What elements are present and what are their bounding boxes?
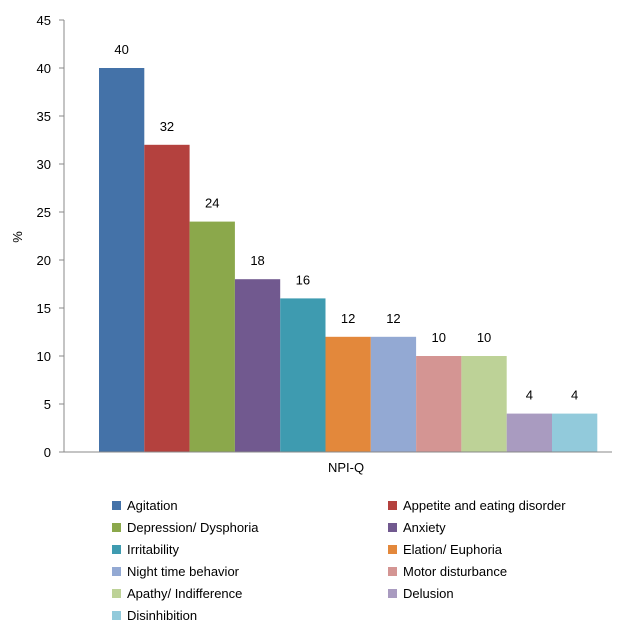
- legend-item: Night time behavior: [112, 563, 388, 580]
- data-label: 40: [114, 42, 128, 57]
- legend-item: Delusion: [388, 585, 612, 602]
- bar: [461, 356, 507, 452]
- legend-swatch: [112, 589, 121, 598]
- legend-label: Night time behavior: [127, 564, 239, 579]
- data-label: 32: [160, 119, 174, 134]
- legend-item: Agitation: [112, 497, 388, 514]
- x-axis-label: NPI-Q: [328, 460, 364, 475]
- data-label: 16: [296, 272, 310, 287]
- y-axis-label: %: [10, 231, 25, 243]
- y-tick-label: 40: [37, 61, 51, 76]
- y-axis-ticks: 0 5 10 15 20 25 30 35 40 45: [37, 13, 64, 460]
- legend-swatch: [388, 589, 397, 598]
- y-tick-label: 25: [37, 205, 51, 220]
- bar: [234, 279, 281, 452]
- legend-swatch: [112, 545, 121, 554]
- legend-label: Elation/ Euphoria: [403, 542, 503, 557]
- legend-item: Disinhibition: [112, 607, 388, 624]
- bar: [325, 336, 371, 452]
- legend-label: Depression/ Dysphoria: [127, 520, 259, 535]
- legend-label: Anxiety: [403, 520, 446, 535]
- y-tick-label: 35: [37, 109, 51, 124]
- bar: [144, 144, 190, 453]
- data-label: 10: [477, 330, 491, 345]
- legend-swatch: [112, 611, 121, 620]
- bars: [99, 68, 598, 453]
- legend-swatch: [388, 501, 397, 510]
- legend-swatch: [388, 523, 397, 532]
- y-tick-label: 10: [37, 349, 51, 364]
- legend: Agitation Appetite and eating disorder Dep…: [112, 497, 612, 624]
- bar: [416, 356, 462, 452]
- bar: [370, 336, 417, 452]
- data-label: 18: [250, 253, 264, 268]
- legend-item: Appetite and eating disorder: [388, 497, 612, 514]
- data-label: 12: [341, 311, 355, 326]
- data-label: 4: [526, 388, 533, 403]
- data-label: 4: [571, 388, 578, 403]
- legend-swatch: [388, 567, 397, 576]
- legend-label: Motor disturbance: [403, 564, 508, 579]
- y-tick-label: 0: [44, 445, 51, 460]
- legend-label: Appetite and eating disorder: [403, 498, 566, 513]
- legend-swatch: [112, 567, 121, 576]
- legend-item: Elation/ Euphoria: [388, 541, 612, 558]
- data-label: 10: [432, 330, 446, 345]
- legend-swatch: [112, 501, 121, 510]
- bar: [99, 68, 145, 452]
- legend-swatch: [388, 545, 397, 554]
- bar: [189, 221, 235, 452]
- legend-label: Irritability: [127, 542, 180, 557]
- y-tick-label: 45: [37, 13, 51, 28]
- legend-label: Apathy/ Indifference: [127, 586, 243, 601]
- legend-item: Motor disturbance: [388, 563, 612, 580]
- y-tick-label: 30: [37, 157, 51, 172]
- data-label: 24: [205, 196, 219, 211]
- legend-item: Apathy/ Indifference: [112, 585, 388, 602]
- data-label: 12: [386, 311, 400, 326]
- legend-label: Disinhibition: [127, 608, 198, 623]
- y-tick-label: 15: [37, 301, 51, 316]
- bar: [506, 413, 552, 452]
- legend-swatch: [112, 523, 121, 532]
- data-labels: 40 32 24 18 16 12 12 10 10 4 4: [114, 42, 578, 403]
- bar: [280, 298, 326, 452]
- y-tick-label: 20: [37, 253, 51, 268]
- legend-item: Irritability: [112, 541, 388, 558]
- legend-item: Depression/ Dysphoria: [112, 519, 388, 536]
- legend-item: Anxiety: [388, 519, 612, 536]
- legend-label: Delusion: [403, 586, 454, 601]
- y-tick-label: 5: [44, 397, 51, 412]
- bar: [552, 413, 598, 452]
- legend-label: Agitation: [127, 498, 178, 513]
